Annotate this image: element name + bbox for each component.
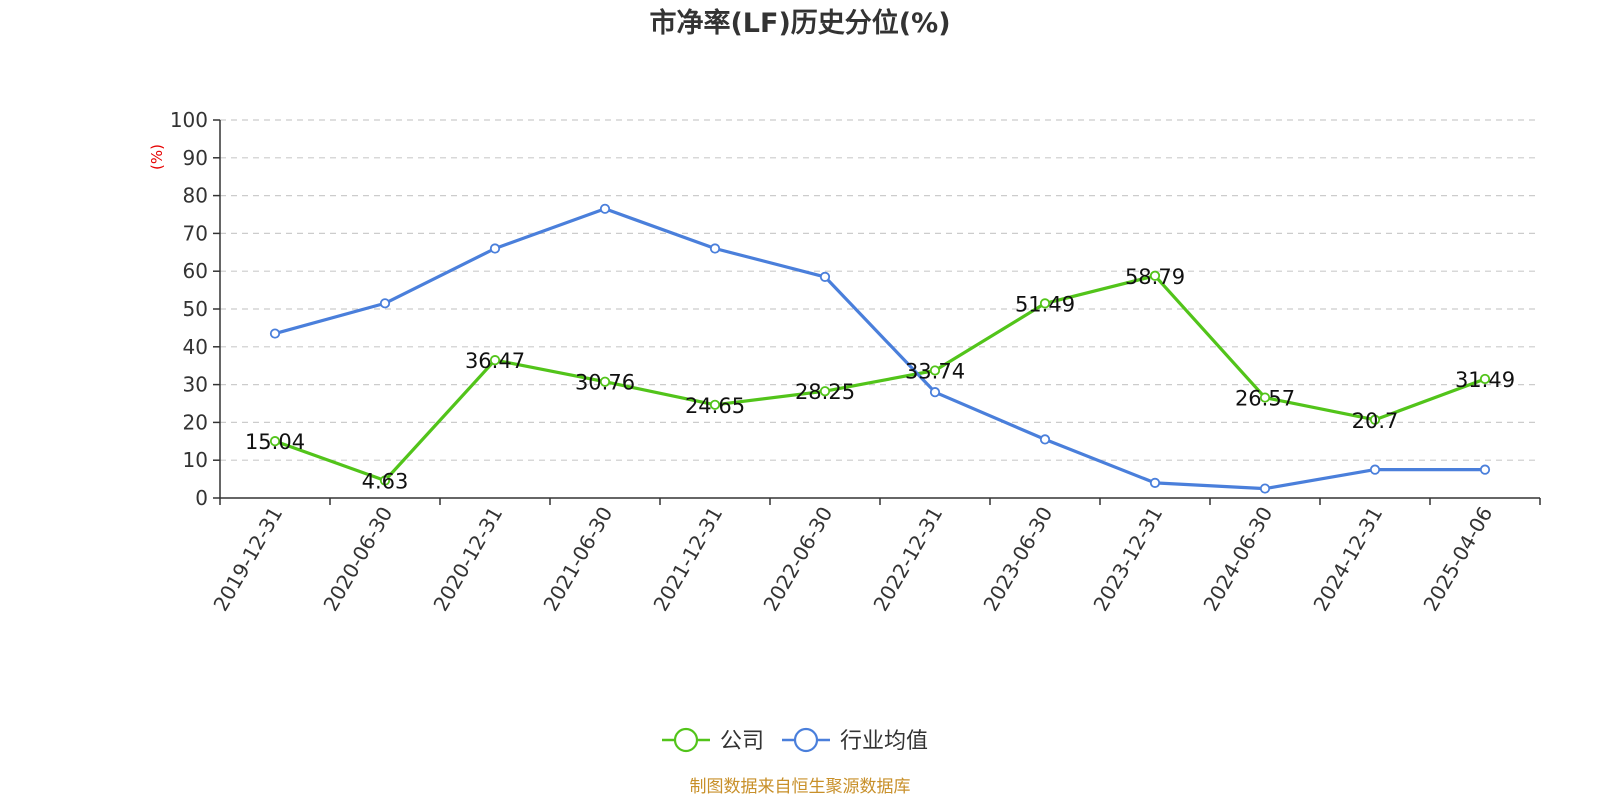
data-point bbox=[269, 436, 281, 447]
data-label: 24.65 bbox=[685, 394, 745, 418]
x-tick-label: 2025-04-06 bbox=[1418, 503, 1497, 616]
data-point bbox=[709, 399, 721, 410]
data-point bbox=[1479, 464, 1491, 475]
data-point bbox=[1479, 373, 1491, 385]
data-point bbox=[1369, 464, 1381, 475]
legend-circle-swatch bbox=[793, 727, 819, 753]
data-point bbox=[599, 203, 611, 214]
x-tick-label: 2024-06-30 bbox=[1198, 503, 1277, 616]
legend-item-1[interactable]: 行业均值 bbox=[782, 727, 928, 754]
data-point bbox=[819, 386, 831, 397]
y-tick-label: 30 bbox=[183, 373, 208, 397]
x-tick-label: 2024-12-31 bbox=[1308, 503, 1387, 616]
data-point bbox=[709, 243, 721, 254]
axes: 0 10 20 30 40 50 60 70 80 90 100 2019-12-31 2020-06-… bbox=[170, 108, 1541, 616]
chart-title: 市净率(LF)历史分位(%) bbox=[649, 7, 950, 39]
data-point bbox=[1369, 414, 1381, 425]
x-tick-label: 2023-06-30 bbox=[978, 503, 1057, 616]
legend-circle-swatch bbox=[673, 727, 699, 753]
y-tick-label: 100 bbox=[170, 108, 208, 132]
data-point bbox=[269, 328, 281, 339]
series-line-0 bbox=[274, 274, 1486, 483]
legend[interactable]: 公司 行业均值 bbox=[662, 727, 928, 754]
series-lines bbox=[269, 203, 1491, 494]
y-axis-unit-label: (%) bbox=[148, 144, 166, 170]
y-tick-label: 0 bbox=[195, 486, 208, 510]
data-labels: 15.04 4.63 36.47 30.76 24.65 28.25 33.74 51.49 5… bbox=[245, 265, 1515, 494]
data-point bbox=[1149, 270, 1161, 281]
data-label: 20.7 bbox=[1352, 409, 1399, 433]
source-note: 制图数据来自恒生聚源数据库 bbox=[690, 777, 911, 797]
x-tick-label: 2019-12-31 bbox=[208, 503, 287, 616]
legend-item-0[interactable]: 公司 bbox=[662, 727, 764, 754]
data-point bbox=[819, 271, 831, 282]
x-tick-label: 2020-12-31 bbox=[428, 503, 507, 616]
data-label: 4.63 bbox=[362, 469, 409, 493]
data-point bbox=[489, 355, 501, 366]
x-tick-label: 2023-12-31 bbox=[1088, 503, 1167, 616]
legend-label: 公司 bbox=[720, 729, 764, 754]
data-point bbox=[1039, 434, 1051, 445]
data-label: 15.04 bbox=[245, 430, 305, 454]
x-tick-label: 2021-12-31 bbox=[648, 503, 727, 616]
y-tick-label: 20 bbox=[183, 410, 208, 434]
data-point bbox=[1259, 392, 1271, 403]
data-point bbox=[379, 298, 391, 309]
data-point bbox=[929, 365, 941, 376]
data-point bbox=[1259, 483, 1271, 494]
data-label: 30.76 bbox=[575, 371, 635, 395]
grid-lines bbox=[220, 119, 1540, 461]
data-point bbox=[379, 475, 391, 486]
y-tick-label: 70 bbox=[183, 221, 208, 245]
y-tick-label: 50 bbox=[183, 297, 208, 321]
data-point bbox=[1149, 477, 1161, 488]
data-label: 33.74 bbox=[905, 359, 965, 383]
x-tick-label: 2022-12-31 bbox=[868, 503, 947, 616]
data-point bbox=[929, 387, 941, 398]
x-tick-label: 2021-06-30 bbox=[538, 503, 617, 616]
x-tick-label: 2022-06-30 bbox=[758, 503, 837, 616]
data-point bbox=[1039, 298, 1051, 309]
data-point bbox=[599, 376, 611, 387]
y-tick-label: 60 bbox=[183, 259, 208, 283]
y-tick-label: 80 bbox=[183, 184, 208, 208]
data-label: 26.57 bbox=[1235, 387, 1295, 411]
data-label: 36.47 bbox=[465, 349, 525, 373]
y-tick-label: 10 bbox=[183, 448, 208, 472]
data-label: 28.25 bbox=[795, 380, 855, 404]
series-line-1 bbox=[274, 207, 1485, 491]
y-tick-label: 40 bbox=[183, 335, 208, 359]
x-tick-label: 2020-06-30 bbox=[318, 503, 397, 616]
data-point bbox=[489, 243, 501, 254]
y-tick-label: 90 bbox=[183, 146, 208, 170]
data-label: 58.79 bbox=[1125, 265, 1185, 289]
data-label: 51.49 bbox=[1015, 292, 1075, 316]
legend-label: 行业均值 bbox=[840, 729, 928, 754]
data-label: 31.49 bbox=[1455, 368, 1515, 392]
